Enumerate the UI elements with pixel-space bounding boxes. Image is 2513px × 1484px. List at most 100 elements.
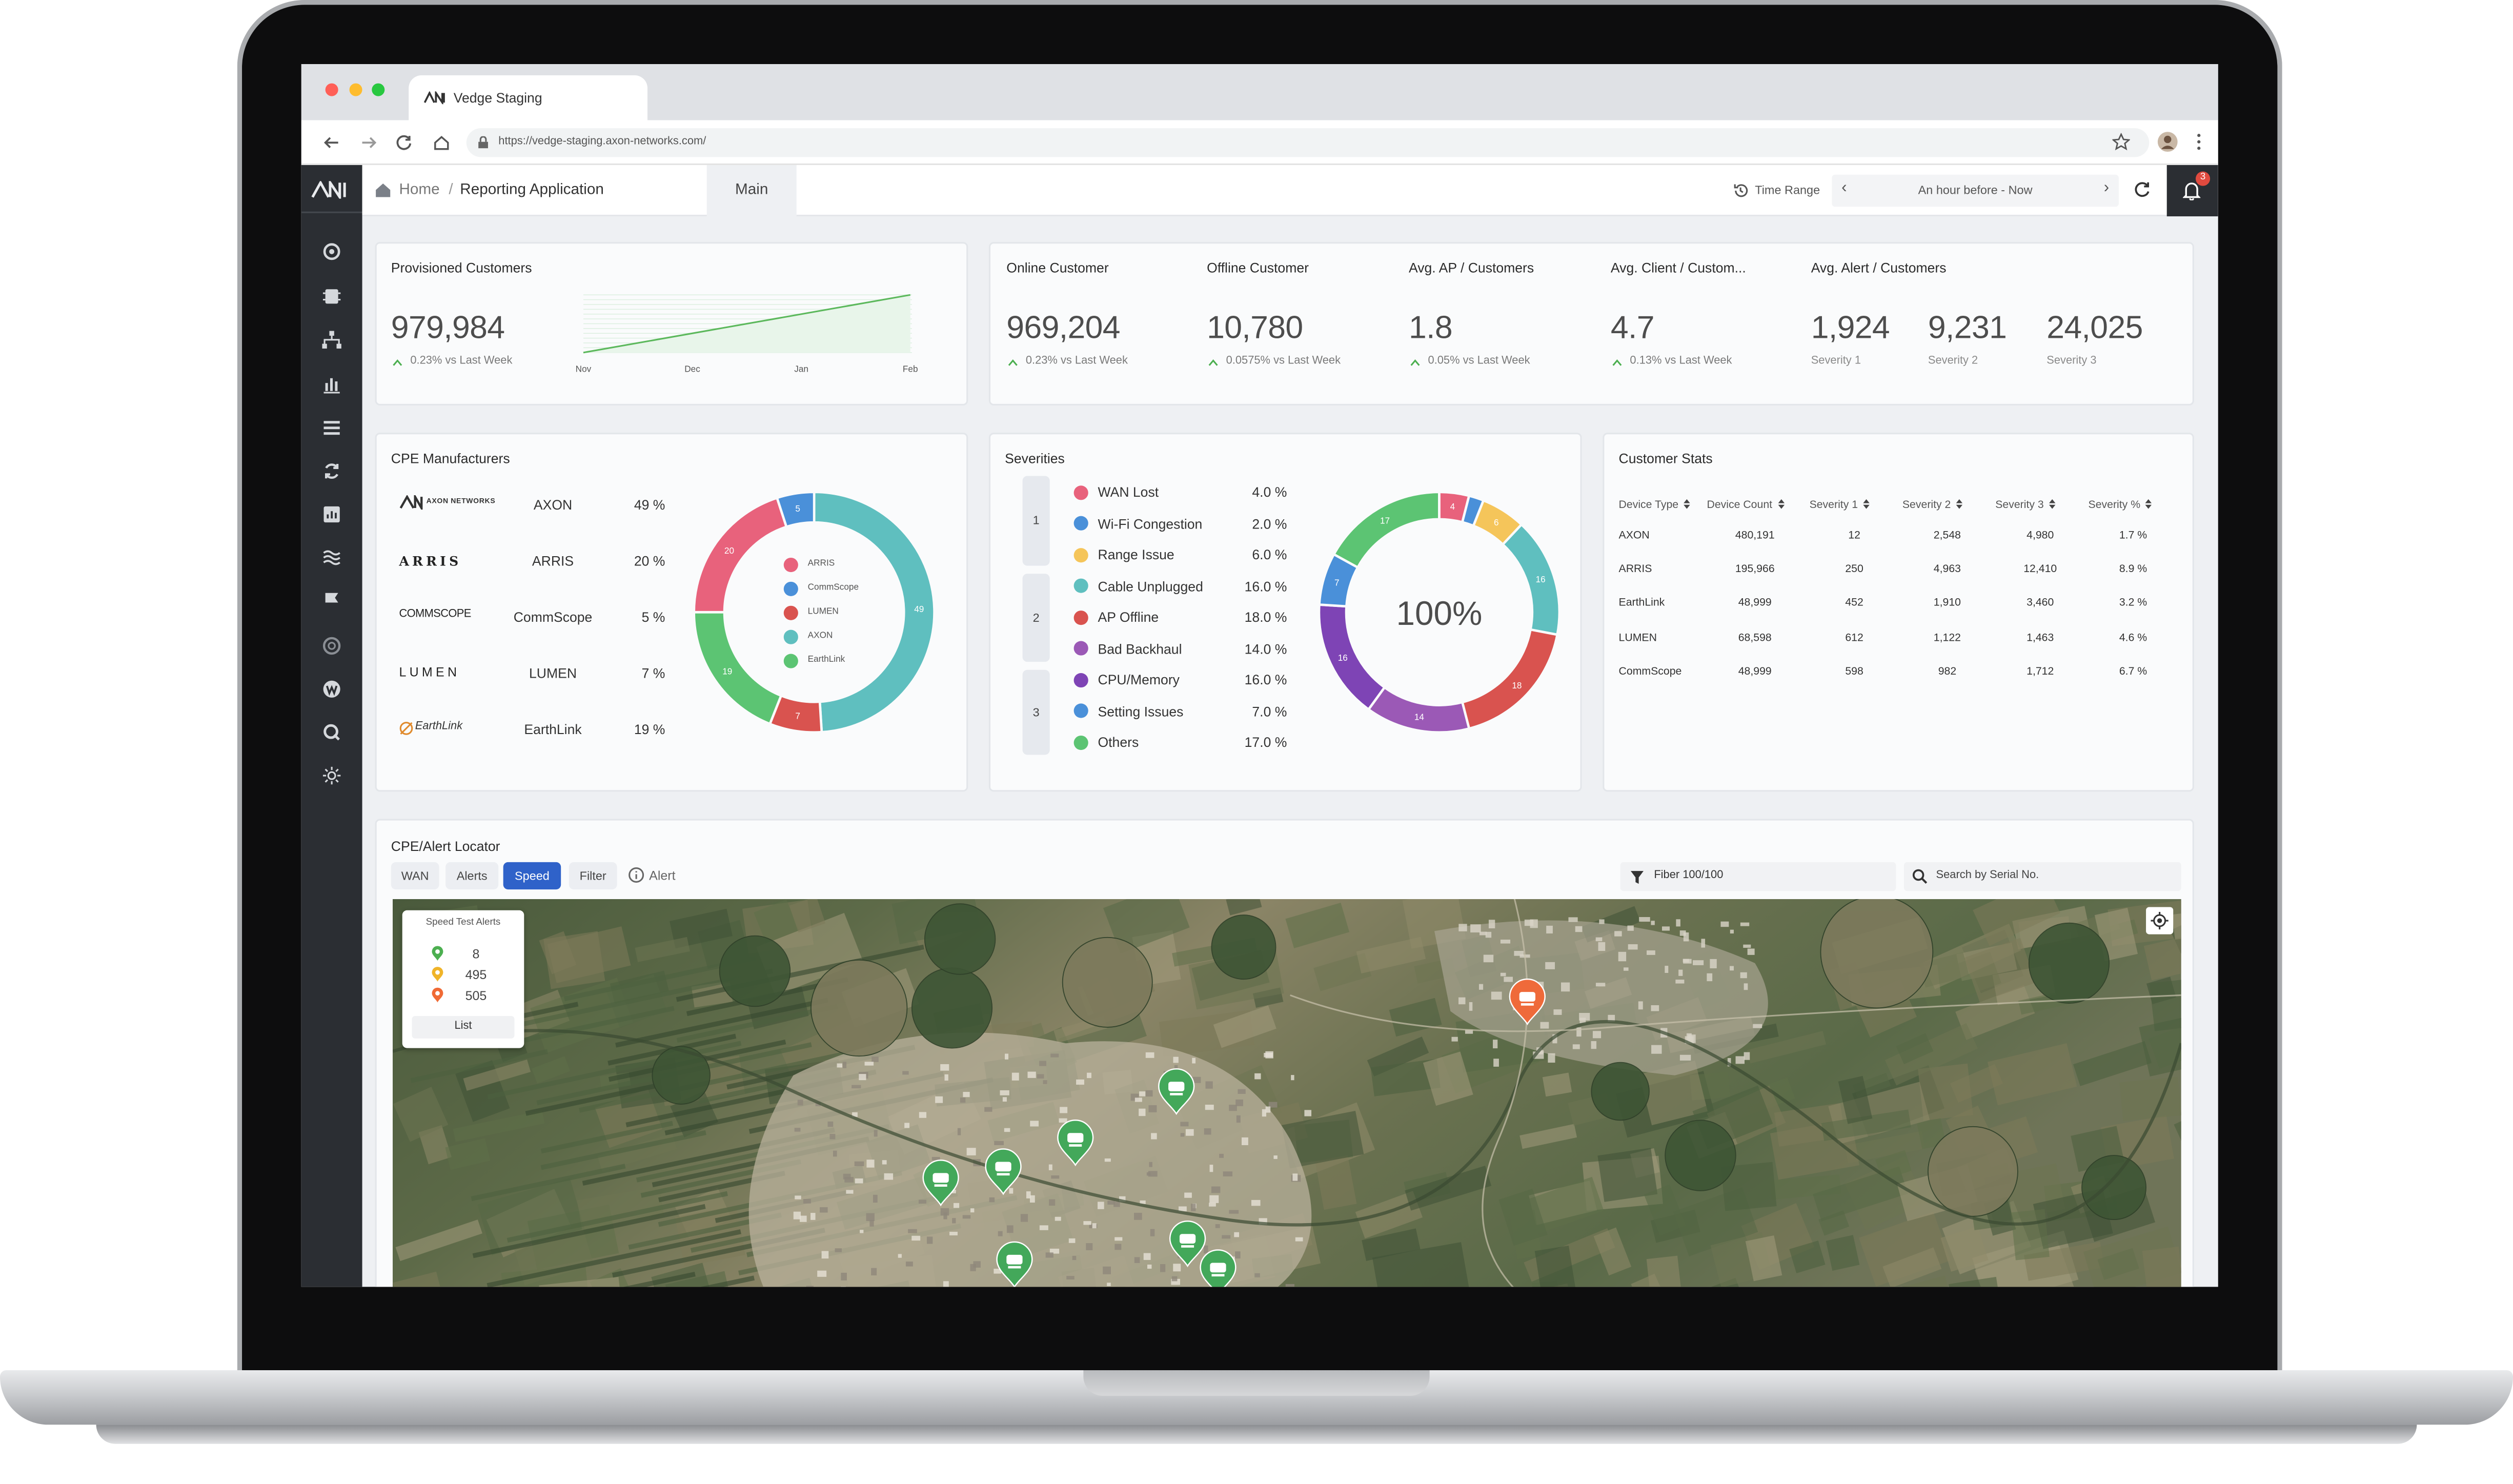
map-field — [1972, 1230, 2079, 1287]
map-field — [453, 1110, 545, 1142]
cpe-pin[interactable] — [1509, 978, 1546, 1026]
window-control[interactable] — [372, 83, 385, 96]
column-header[interactable]: Severity 1 — [1810, 497, 1906, 511]
pivot-field — [719, 935, 791, 1007]
browser-nav-button[interactable] — [360, 135, 378, 151]
map-field — [1356, 937, 1426, 973]
refresh-button[interactable] — [2133, 181, 2151, 198]
locator-mode-button[interactable]: Alerts — [445, 862, 499, 890]
column-header[interactable]: Device Count — [1707, 497, 1809, 511]
map[interactable]: Speed Test Alerts 8 495 505 List — [392, 899, 2181, 1287]
map-field — [1882, 1247, 1942, 1287]
map-field — [1818, 1210, 1850, 1236]
column-header[interactable]: Device Type — [1619, 497, 1715, 511]
segment-label: 14 — [1414, 712, 1425, 722]
window-control[interactable] — [325, 83, 338, 96]
column-header-label: Device Count — [1707, 500, 1773, 512]
building — [1679, 930, 1686, 936]
sidebar-nav-icon[interactable] — [322, 375, 341, 395]
sidebar-nav-icon[interactable] — [322, 636, 341, 656]
bookmark-star[interactable] — [2112, 133, 2130, 151]
icon-circle — [328, 642, 336, 650]
building — [1037, 1074, 1044, 1079]
list-button[interactable]: List — [412, 1016, 515, 1039]
pin-shape — [985, 1148, 1022, 1195]
building — [1211, 1186, 1221, 1193]
building — [1235, 1251, 1241, 1259]
cpe-pin[interactable] — [1200, 1249, 1237, 1287]
sidebar-nav-icon[interactable] — [322, 287, 341, 307]
map-field — [2083, 1226, 2181, 1287]
browser-menu[interactable] — [2196, 133, 2202, 150]
locator-mode-button[interactable]: Filter — [569, 862, 617, 890]
sidebar-nav-icon[interactable] — [322, 418, 341, 438]
locator-mode-button[interactable]: WAN — [391, 862, 439, 890]
time-range-prev[interactable]: ‹ — [1841, 179, 1847, 197]
sidebar-nav-icon[interactable] — [322, 592, 341, 611]
alert-toggle[interactable]: Alert — [649, 868, 676, 883]
map-field — [2142, 1246, 2181, 1287]
locate-button[interactable] — [2146, 907, 2174, 934]
segment-label: 19 — [722, 666, 732, 677]
sidebar-nav-icon[interactable] — [322, 242, 341, 261]
url-field[interactable]: https://vedge-staging.axon-networks.com/ — [466, 128, 2150, 157]
cpe-pin[interactable] — [996, 1241, 1033, 1287]
breadcrumb-home[interactable]: Home — [399, 181, 440, 199]
building — [1707, 973, 1713, 982]
browser-nav-button[interactable] — [396, 135, 413, 151]
cpe-pin[interactable] — [1169, 1221, 1206, 1268]
filter-field[interactable]: Fiber 100/100 — [1620, 862, 1896, 891]
table-cell: 982 — [1938, 666, 1957, 678]
browser-nav-button[interactable] — [322, 135, 339, 151]
cpe-pin[interactable] — [1158, 1068, 1195, 1115]
sidebar-nav-icon[interactable] — [322, 723, 341, 742]
building — [984, 1107, 992, 1112]
sidebar-nav-icon[interactable] — [322, 461, 341, 481]
column-header[interactable]: Severity 2 — [1902, 497, 1999, 511]
cpe-pin[interactable] — [1057, 1120, 1094, 1167]
pivot-field — [1665, 1120, 1736, 1191]
sidebar-nav-icon[interactable] — [322, 766, 341, 785]
pin-router-icon — [1210, 1263, 1226, 1273]
building — [1469, 1002, 1473, 1011]
app-logo[interactable] — [311, 181, 352, 199]
building — [1638, 1001, 1643, 1010]
legend-label: ARRIS — [807, 558, 835, 568]
column-header[interactable]: Severity 3 — [1995, 497, 2092, 511]
building — [793, 1211, 801, 1219]
building — [1185, 1129, 1194, 1136]
building — [1614, 931, 1622, 937]
building — [1493, 1059, 1499, 1067]
building — [1173, 1264, 1181, 1272]
time-range-picker[interactable]: ‹ An hour before - Now › — [1832, 174, 2119, 207]
column-header[interactable]: Severity % — [2089, 497, 2185, 511]
profile-avatar[interactable] — [2157, 131, 2178, 152]
severity-share: 7.0 % — [1252, 702, 1287, 719]
sidebar-nav-icon[interactable] — [322, 548, 341, 567]
map-field — [1213, 1005, 1276, 1048]
x-tick-label: Feb — [903, 363, 918, 374]
map-field — [1884, 1023, 1978, 1086]
sidebar-nav-icon[interactable] — [322, 680, 341, 699]
main-tab[interactable]: Main — [706, 165, 797, 217]
search-field[interactable]: Search by Serial No. — [1904, 862, 2181, 891]
notifications-button[interactable]: 3 — [2166, 165, 2218, 217]
sidebar-nav-icon[interactable] — [322, 505, 341, 524]
table-cell: 612 — [1845, 632, 1863, 644]
cpe-pin[interactable] — [922, 1160, 959, 1207]
time-range-next[interactable]: › — [2103, 179, 2110, 197]
browser-nav-button[interactable] — [433, 135, 450, 151]
building — [1591, 1041, 1597, 1049]
severity-name: WAN Lost — [1098, 484, 1159, 500]
home-icon[interactable] — [375, 182, 391, 197]
card-title: CPE Manufacturers — [391, 450, 510, 466]
browser-tab[interactable]: Vedge Staging — [409, 75, 648, 120]
severity-name: Cable Unplugged — [1098, 578, 1203, 594]
icon-path — [1612, 359, 1622, 366]
building — [1191, 1076, 1201, 1083]
sidebar-nav-icon[interactable] — [322, 330, 341, 350]
cpe-pin[interactable] — [985, 1148, 1022, 1195]
building — [1500, 972, 1506, 977]
window-control[interactable] — [349, 83, 362, 96]
locator-mode-button[interactable]: Speed — [503, 862, 561, 890]
